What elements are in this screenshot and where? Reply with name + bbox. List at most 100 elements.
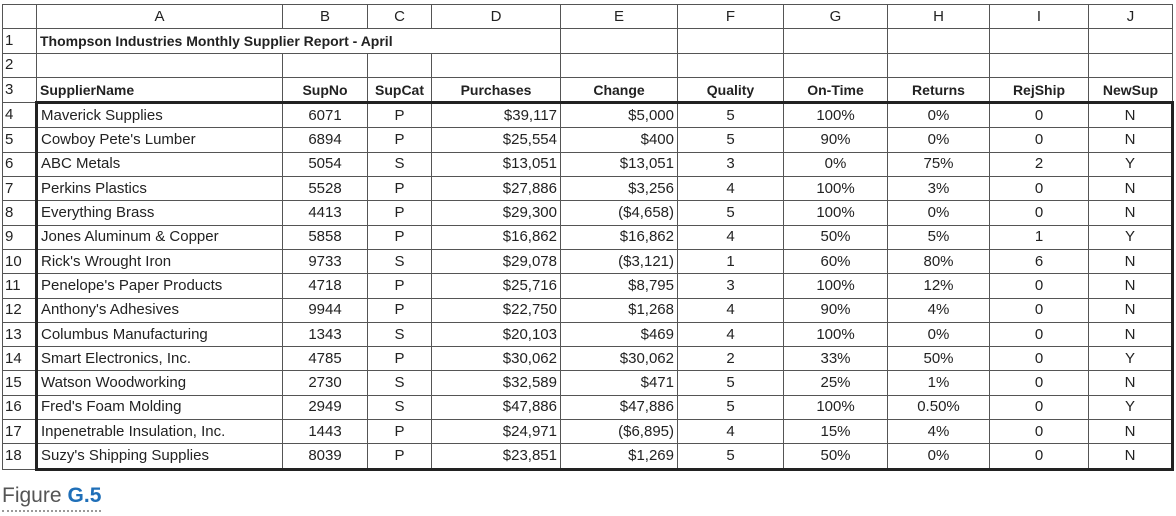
figure-label: Figure <box>2 484 62 507</box>
empty-cell <box>783 52 888 78</box>
data-cell: P <box>367 127 432 153</box>
sheet-row: 2 <box>2 52 1173 78</box>
data-row: 17 Inpenetrable Insulation, Inc. 1443 P $24,… <box>2 419 1174 445</box>
data-cell: 0 <box>989 346 1089 372</box>
data-cell: Y <box>1088 151 1174 178</box>
data-cell: 4% <box>887 297 990 323</box>
column-header: Quality <box>677 76 784 104</box>
data-cell: 3% <box>887 176 990 202</box>
data-row: 18 Suzy's Shipping Supplies 8039 P $23,851 $1… <box>2 443 1174 471</box>
data-cell: 100% <box>783 101 888 129</box>
column-header: On-Time <box>783 76 888 104</box>
data-cell: S <box>367 321 432 348</box>
data-cell: 0% <box>887 127 990 153</box>
data-cell: Y <box>1088 394 1174 421</box>
data-cell: N <box>1088 248 1174 275</box>
data-cell: $27,886 <box>431 176 561 202</box>
data-cell: $469 <box>560 321 678 348</box>
data-cell: 0 <box>989 101 1089 129</box>
data-cell: $5,000 <box>560 101 678 129</box>
data-cell: Y <box>1088 346 1174 372</box>
data-cell: 0% <box>783 151 888 178</box>
data-cell: 5 <box>677 200 784 226</box>
data-cell: $47,886 <box>560 394 678 421</box>
data-cell: 50% <box>783 224 888 250</box>
data-cell: 12% <box>887 273 990 299</box>
data-cell: N <box>1088 101 1174 129</box>
data-cell: P <box>367 176 432 202</box>
empty-cell <box>1088 28 1173 54</box>
data-cell: 5 <box>677 127 784 153</box>
row-number: 8 <box>2 200 37 226</box>
row-number: 17 <box>2 419 37 445</box>
data-cell: 0 <box>989 419 1089 445</box>
data-cell: ($6,895) <box>560 419 678 445</box>
data-row: 5 Cowboy Pete's Lumber 6894 P $25,554 $400 5 90… <box>2 127 1174 153</box>
data-cell: $25,554 <box>431 127 561 153</box>
data-cell: $13,051 <box>560 151 678 178</box>
data-cell: $1,269 <box>560 443 678 471</box>
data-cell: 80% <box>887 248 990 275</box>
data-cell: N <box>1088 200 1174 226</box>
data-row: 9 Jones Aluminum & Copper 5858 P $16,862 $16,… <box>2 224 1174 250</box>
data-cell: 6071 <box>282 101 368 129</box>
empty-cell <box>560 28 678 54</box>
data-cell: ($3,121) <box>560 248 678 275</box>
empty-cell <box>783 28 888 54</box>
data-cell: $23,851 <box>431 443 561 471</box>
column-letter: E <box>560 3 678 30</box>
data-cell: 0 <box>989 394 1089 421</box>
data-cell: 100% <box>783 394 888 421</box>
data-cell: Maverick Supplies <box>35 101 283 129</box>
data-cell: 1343 <box>282 321 368 348</box>
column-header: RejShip <box>989 76 1089 104</box>
data-cell: S <box>367 248 432 275</box>
data-cell: ABC Metals <box>35 151 283 178</box>
data-cell: 4 <box>677 176 784 202</box>
data-cell: $13,051 <box>431 151 561 178</box>
empty-cell <box>367 52 432 78</box>
data-cell: 0% <box>887 321 990 348</box>
data-cell: 0.50% <box>887 394 990 421</box>
data-cell: 2730 <box>282 370 368 396</box>
data-cell: 90% <box>783 127 888 153</box>
data-cell: P <box>367 346 432 372</box>
data-cell: 100% <box>783 200 888 226</box>
data-row: 12 Anthony's Adhesives 9944 P $22,750 $1,268 4… <box>2 297 1174 323</box>
data-cell: Smart Electronics, Inc. <box>35 346 283 372</box>
data-cell: 0% <box>887 101 990 129</box>
column-letter: A <box>36 3 283 30</box>
data-cell: $8,795 <box>560 273 678 299</box>
data-cell: N <box>1088 127 1174 153</box>
empty-cell <box>36 52 283 78</box>
data-row: 15 Watson Woodworking 2730 S $32,589 $471 5 25%… <box>2 370 1174 396</box>
row-number: 4 <box>2 102 37 129</box>
empty-cell <box>887 52 990 78</box>
data-cell: 4785 <box>282 346 368 372</box>
sheet-row: 1 Thompson Industries Monthly Supplier Re… <box>2 28 1173 54</box>
empty-cell <box>431 52 561 78</box>
data-cell: 0 <box>989 127 1089 153</box>
data-cell: N <box>1088 419 1174 445</box>
data-cell: Jones Aluminum & Copper <box>35 224 283 250</box>
data-row: 11 Penelope's Paper Products 4718 P $25,716 $… <box>2 273 1174 299</box>
data-cell: 0% <box>887 443 990 471</box>
row-number: 18 <box>2 443 37 470</box>
data-cell: 5528 <box>282 176 368 202</box>
empty-cell <box>887 28 990 54</box>
column-header: SupplierName <box>36 76 283 104</box>
row-number: 5 <box>2 127 37 153</box>
data-cell: 25% <box>783 370 888 396</box>
figure-number: G.5 <box>67 484 102 507</box>
data-cell: P <box>367 200 432 226</box>
data-cell: 50% <box>887 346 990 372</box>
data-cell: 0 <box>989 200 1089 226</box>
data-row: 10 Rick's Wrought Iron 9733 S $29,078 ($3,121… <box>2 248 1174 275</box>
data-row: 8 Everything Brass 4413 P $29,300 ($4,658) 5 10… <box>2 200 1174 226</box>
data-cell: $30,062 <box>560 346 678 372</box>
data-cell: Fred's Foam Molding <box>35 394 283 421</box>
data-cell: N <box>1088 321 1174 348</box>
data-cell: 4718 <box>282 273 368 299</box>
data-cell: 100% <box>783 273 888 299</box>
data-cell: S <box>367 394 432 421</box>
